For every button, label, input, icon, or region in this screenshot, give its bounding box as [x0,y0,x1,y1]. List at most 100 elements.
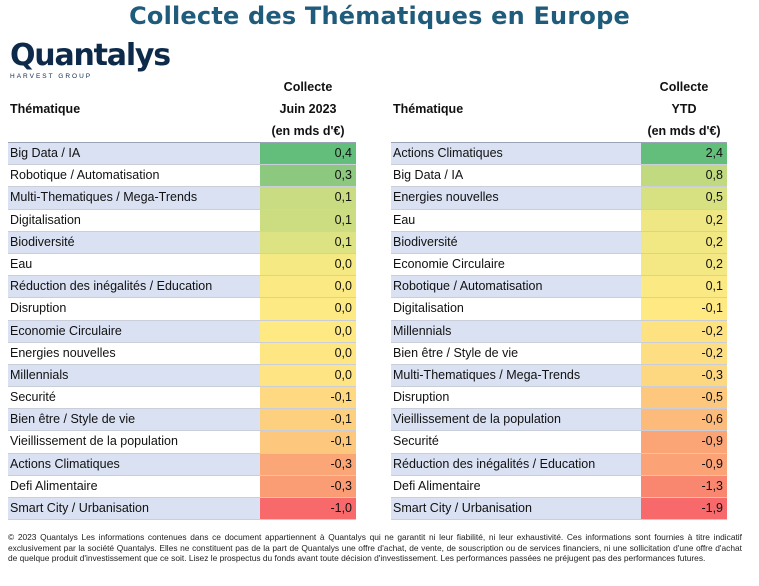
table-row: Smart City / Urbanisation -1,0 [8,498,356,521]
value-column-header: Collecte Juin 2023 (en mds d'€) [260,76,356,142]
collecte-value: -0,2 [641,342,727,364]
collecte-value: -0,1 [260,387,356,409]
collecte-value: 0,1 [260,209,356,231]
table-row: Big Data / IA 0,4 [8,143,356,166]
collecte-value: -1,3 [641,475,727,497]
collecte-value: -0,6 [641,409,727,431]
table-row: Securité -0,1 [8,387,356,410]
theme-label: Big Data / IA [393,168,464,183]
value-header-line: (en mds d'€) [271,124,345,138]
collecte-value: -0,3 [641,364,727,387]
theme-label: Securité [10,390,56,405]
collecte-value: -0,9 [641,453,727,475]
theme-label: Robotique / Automatisation [391,276,641,298]
theme-label: Vieillissement de la population [10,434,178,449]
collecte-value: 2,4 [641,143,727,165]
collecte-value: 0,1 [641,276,727,298]
table-row: Economie Circulaire 0,2 [391,253,727,277]
collecte-value: -0,1 [641,298,727,320]
theme-label: Digitalisation [393,301,464,316]
theme-label: Energies nouvelles [10,345,116,360]
table-row: Disruption -0,5 [391,387,727,410]
disclaimer-footer: © 2023 Quantalys Les informations conten… [8,532,742,564]
collecte-value: 0,1 [260,231,356,253]
collecte-value: -0,3 [260,475,356,497]
table-row: Smart City / Urbanisation -1,9 [391,498,727,521]
collecte-value: -0,5 [641,387,727,409]
quantalys-logo: Quantalys HARVEST GROUP [10,40,171,81]
value-header-line: YTD [671,102,697,116]
value-header-line: Collecte [659,80,709,94]
right-table-rows: Actions Climatiques 2,4 Big Data / IA 0,8 En… [391,142,727,521]
theme-label: Millennials [391,320,641,342]
right-table: Thématique Collecte YTD (en mds d'€) Act… [391,76,727,521]
theme-label: Biodiversité [391,231,641,253]
theme-label: Réduction des inégalités / Education [8,276,260,298]
table-row: Defi Alimentaire -1,3 [391,475,727,498]
collecte-value: 0,0 [260,298,356,320]
theme-label: Robotique / Automatisation [10,168,160,183]
table-row: Vieillissement de la population -0,1 [8,431,356,454]
theme-label: Energies nouvelles [391,187,641,209]
table-row: Réduction des inégalités / Education 0,0 [8,276,356,299]
theme-label: Economie Circulaire [8,320,260,342]
collecte-value: -0,3 [260,453,356,475]
theme-label: Réduction des inégalités / Education [391,453,641,475]
theme-label: Smart City / Urbanisation [8,498,260,520]
table-row: Disruption 0,0 [8,298,356,321]
value-header-line: Collecte [283,80,333,94]
collecte-value: 0,4 [260,143,356,165]
left-table-header: Thématique Collecte Juin 2023 (en mds d'… [8,76,356,142]
table-row: Economie Circulaire 0,0 [8,320,356,343]
table-row: Digitalisation -0,1 [391,298,727,321]
table-row: Biodiversité 0,2 [391,231,727,254]
table-row: Robotique / Automatisation 0,3 [8,165,356,188]
theme-label: Multi-Thematiques / Mega-Trends [391,364,641,387]
theme-label: Actions Climatiques [8,453,260,475]
theme-label: Actions Climatiques [391,143,641,165]
collecte-value: -0,1 [260,409,356,431]
theme-label: Economie Circulaire [393,256,505,271]
theme-column-header: Thématique [393,102,464,116]
theme-label: Securité [393,434,439,449]
theme-label: Vieillissement de la population [391,409,641,431]
table-row: Biodiversité 0,1 [8,231,356,254]
theme-label: Eau [393,212,416,227]
table-row: Multi-Thematiques / Mega-Trends 0,1 [8,187,356,210]
theme-label: Millennials [8,364,260,387]
collecte-value: -1,0 [260,498,356,520]
table-row: Millennials 0,0 [8,364,356,388]
right-table-header: Thématique Collecte YTD (en mds d'€) [391,76,727,142]
table-row: Bien être / Style de vie -0,2 [391,342,727,365]
collecte-value: -0,2 [641,320,727,342]
left-table: Thématique Collecte Juin 2023 (en mds d'… [8,76,356,521]
value-header-line: (en mds d'€) [647,124,721,138]
table-row: Energies nouvelles 0,0 [8,342,356,365]
collecte-value: 0,2 [641,231,727,253]
theme-label: Smart City / Urbanisation [391,498,641,520]
theme-label: Defi Alimentaire [393,478,481,493]
logo-subtitle: HARVEST GROUP [10,73,93,80]
collecte-value: 0,2 [641,209,727,231]
table-row: Eau 0,2 [391,209,727,232]
table-row: Actions Climatiques -0,3 [8,453,356,476]
theme-label: Multi-Thematiques / Mega-Trends [8,187,260,209]
theme-column-header: Thématique [10,102,81,116]
theme-label: Bien être / Style de vie [393,345,519,360]
theme-label: Bien être / Style de vie [8,409,260,431]
table-row: Multi-Thematiques / Mega-Trends -0,3 [391,364,727,388]
collecte-value: 0,0 [260,364,356,387]
theme-label: Defi Alimentaire [10,478,98,493]
collecte-value: 0,0 [260,320,356,342]
collecte-value: -0,1 [260,431,356,453]
theme-label: Disruption [393,390,450,405]
theme-label: Digitalisation [10,212,81,227]
table-row: Eau 0,0 [8,253,356,277]
table-row: Digitalisation 0,1 [8,209,356,232]
collecte-value: 0,0 [260,342,356,364]
collecte-value: -1,9 [641,498,727,520]
table-row: Big Data / IA 0,8 [391,165,727,188]
table-row: Bien être / Style de vie -0,1 [8,409,356,432]
collecte-value: 0,3 [260,165,356,187]
theme-label: Disruption [10,301,67,316]
